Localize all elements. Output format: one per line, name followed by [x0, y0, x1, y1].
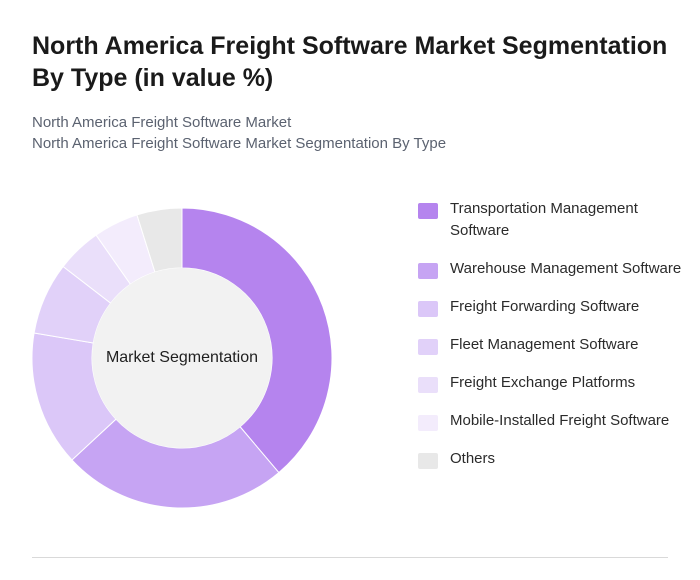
- subtitle-line-1: North America Freight Software Market: [32, 114, 292, 131]
- legend-swatch: [418, 453, 438, 469]
- legend-label: Transportation Management Software: [450, 200, 638, 239]
- chart-legend: Transportation Management Software Wareho…: [418, 198, 688, 486]
- legend-swatch: [418, 339, 438, 355]
- legend-item-5[interactable]: Mobile-Installed Freight Software: [418, 410, 688, 432]
- legend-item-4[interactable]: Freight Exchange Platforms: [418, 372, 688, 394]
- legend-label: Warehouse Management Software: [450, 260, 682, 277]
- bottom-divider: [32, 557, 668, 558]
- donut-chart-svg: [31, 207, 333, 509]
- legend-swatch: [418, 301, 438, 317]
- legend-label: Mobile-Installed Freight Software: [450, 412, 670, 429]
- subtitle: North America Freight Software Market No…: [32, 112, 672, 154]
- donut-center: [92, 268, 272, 448]
- legend-label: Freight Forwarding Software: [450, 298, 640, 315]
- legend-label: Fleet Management Software: [450, 336, 639, 353]
- subtitle-line-2: North America Freight Software Market Se…: [32, 135, 447, 152]
- legend-item-0[interactable]: Transportation Management Software: [418, 198, 688, 242]
- legend-item-1[interactable]: Warehouse Management Software: [418, 258, 688, 280]
- legend-item-6[interactable]: Others: [418, 448, 688, 470]
- chart-title: North America Freight Software Market Se…: [32, 32, 668, 92]
- legend-swatch: [418, 415, 438, 431]
- legend-label: Freight Exchange Platforms: [450, 374, 636, 391]
- legend-label: Others: [450, 450, 496, 467]
- legend-swatch: [418, 203, 438, 219]
- legend-item-3[interactable]: Fleet Management Software: [418, 334, 688, 356]
- donut-chart: Market Segmentation: [30, 206, 334, 510]
- legend-swatch: [418, 263, 438, 279]
- legend-swatch: [418, 377, 438, 393]
- legend-item-2[interactable]: Freight Forwarding Software: [418, 296, 688, 318]
